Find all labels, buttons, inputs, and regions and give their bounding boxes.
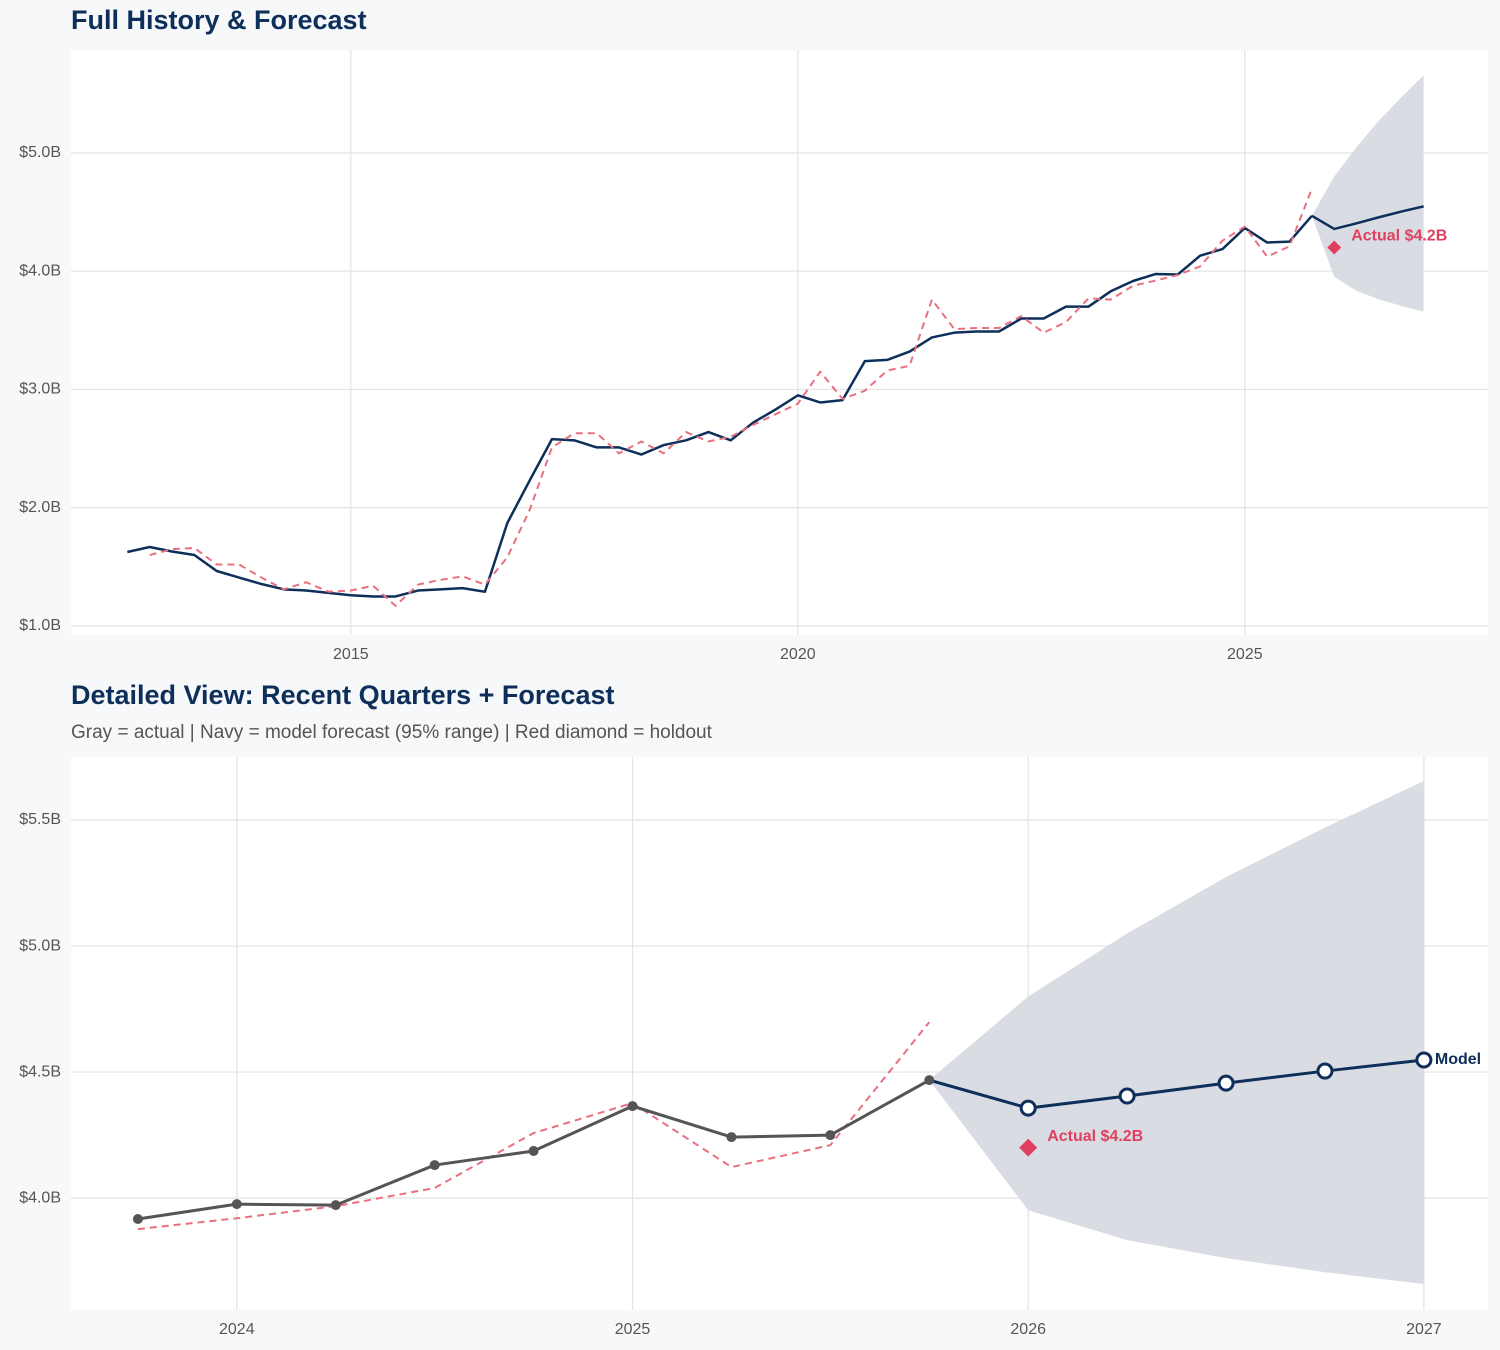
forecast-band <box>929 780 1424 1285</box>
actual-marker <box>231 1199 242 1210</box>
x-tick-label: 2020 <box>780 646 816 663</box>
actual-marker <box>429 1160 440 1171</box>
y-tick-label: $2.0B <box>19 499 61 516</box>
y-tick-label: $5.0B <box>19 937 61 954</box>
x-tick-label: 2025 <box>615 1321 651 1338</box>
chart-title: Detailed View: Recent Quarters + Forecas… <box>71 680 614 710</box>
holdout-label: Actual $4.2B <box>1351 228 1447 245</box>
actual-marker <box>330 1200 341 1211</box>
chart-subtitle: Gray = actual | Navy = model forecast (9… <box>71 722 713 743</box>
y-tick-label: $3.0B <box>19 381 61 398</box>
x-tick-label: 2024 <box>219 1321 255 1338</box>
y-tick-label: $4.0B <box>19 262 61 279</box>
forecast-marker <box>1118 1087 1136 1105</box>
fitted-line <box>137 1021 931 1231</box>
forecast-line <box>1311 205 1424 231</box>
x-tick-label: 2027 <box>1406 1321 1442 1338</box>
holdout-marker <box>1327 240 1342 255</box>
forecast-marker <box>1316 1062 1334 1080</box>
actual-marker <box>726 1132 737 1143</box>
x-tick-label: 2026 <box>1010 1321 1046 1338</box>
actual-line <box>127 215 1313 598</box>
y-tick-label: $5.5B <box>19 811 61 828</box>
y-tick-label: $1.0B <box>19 617 61 634</box>
x-tick-label: 2025 <box>1227 646 1263 663</box>
holdout-marker <box>1019 1138 1038 1157</box>
fitted-line <box>149 188 1313 607</box>
holdout-label: Actual $4.2B <box>1047 1128 1143 1145</box>
x-tick-label: 2015 <box>333 646 369 663</box>
forecast-marker <box>1217 1074 1235 1092</box>
y-tick-label: $4.5B <box>19 1063 61 1080</box>
actual-marker <box>825 1130 836 1141</box>
chart-title: Full History & Forecast <box>71 5 367 35</box>
y-tick-label: $4.0B <box>19 1189 61 1206</box>
actual-marker <box>132 1214 143 1225</box>
forecast-line <box>928 1058 1425 1110</box>
plot-area <box>71 50 1488 635</box>
forecast-label: Model <box>1435 1051 1481 1068</box>
actual-marker <box>528 1145 539 1156</box>
actual-marker <box>627 1101 638 1112</box>
forecast-marker <box>1019 1099 1037 1117</box>
actual-marker <box>924 1075 935 1086</box>
forecast-marker <box>1415 1051 1433 1069</box>
y-tick-label: $5.0B <box>19 144 61 161</box>
forecast-band <box>1311 75 1424 312</box>
